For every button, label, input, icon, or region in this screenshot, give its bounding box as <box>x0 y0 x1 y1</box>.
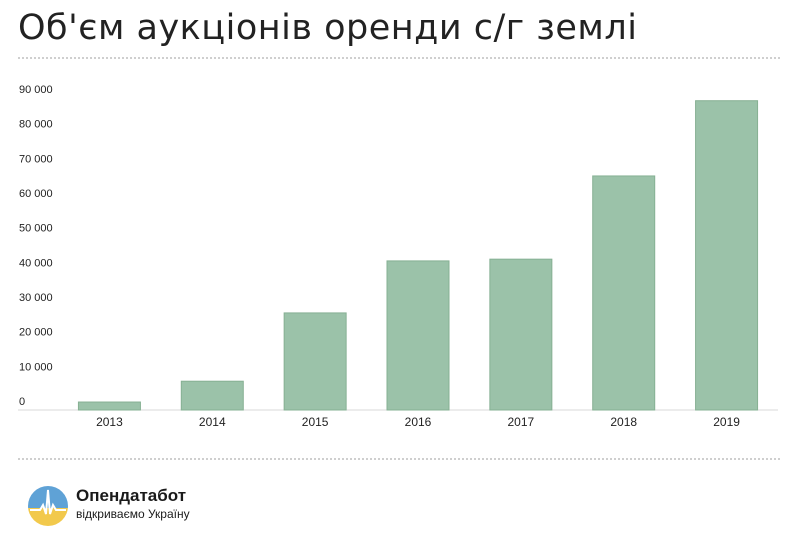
title-divider <box>18 57 780 59</box>
x-tick-label: 2015 <box>302 415 329 429</box>
x-tick-label: 2014 <box>199 415 226 429</box>
footer-divider <box>18 458 780 460</box>
brand-logo: Опендатабот відкриваємо Україну <box>26 480 196 530</box>
y-tick-label: 80 000 <box>19 119 53 131</box>
y-tick-label: 90 000 <box>19 84 53 96</box>
bar-chart: 0 10 000 20 000 30 000 40 000 50 000 60 000 70 … <box>18 84 778 429</box>
y-tick-label: 70 000 <box>19 153 53 165</box>
y-tick-label: 40 000 <box>19 257 53 269</box>
brand-tagline: відкриваємо Україну <box>76 507 190 521</box>
x-tick-label: 2019 <box>713 415 740 429</box>
x-tick-label: 2016 <box>405 415 432 429</box>
bar-2013 <box>77 401 141 411</box>
y-tick-label: 50 000 <box>19 223 53 235</box>
brand-name: Опендатабот <box>76 486 187 505</box>
bar-2018 <box>592 175 656 411</box>
opendatabot-logo-icon <box>28 486 68 526</box>
x-tick-label: 2013 <box>96 415 123 429</box>
bar-2019 <box>695 100 759 411</box>
y-tick-label: 60 000 <box>19 188 53 200</box>
y-tick-label: 20 000 <box>19 327 53 339</box>
bar-2014 <box>180 380 244 411</box>
chart-title: Об'єм аукціонів оренди с/г землі <box>18 8 638 48</box>
x-tick-label: 2017 <box>508 415 535 429</box>
y-tick-label: 10 000 <box>19 361 53 373</box>
bar-2017 <box>489 258 553 411</box>
y-tick-label: 0 <box>19 396 25 408</box>
bar-2015 <box>283 312 347 411</box>
y-tick-label: 30 000 <box>19 292 53 304</box>
bar-2016 <box>386 260 450 411</box>
x-tick-label: 2018 <box>610 415 637 429</box>
